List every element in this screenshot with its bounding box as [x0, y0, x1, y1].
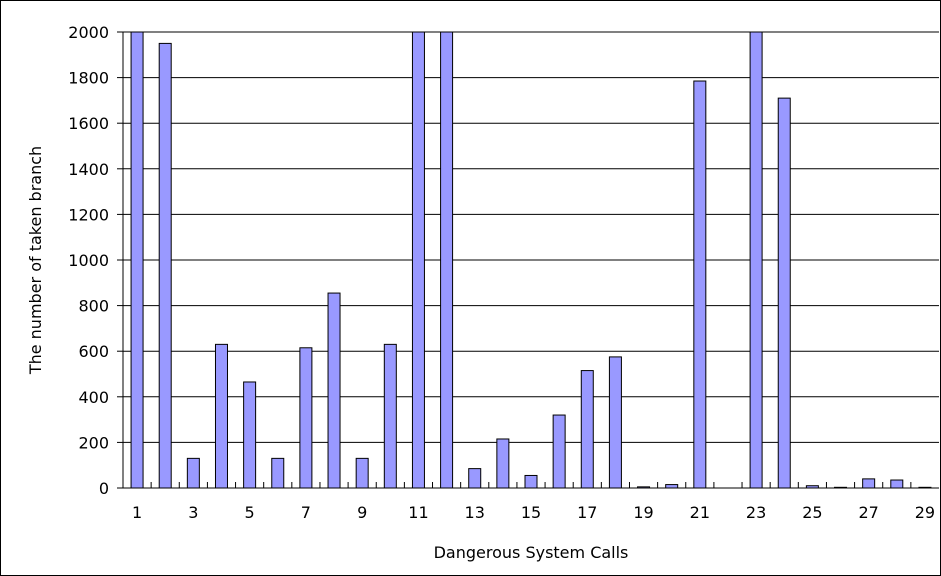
x-tick-label-1: 1: [132, 503, 142, 522]
bar-11: [411, 31, 425, 489]
x-tick-label-11: 11: [408, 503, 428, 522]
y-axis-title: The number of taken branch: [26, 146, 45, 375]
bar-14: [496, 438, 510, 489]
x-tick-label-17: 17: [577, 503, 597, 522]
x-tick-label-23: 23: [746, 503, 766, 522]
bar-12: [440, 31, 454, 489]
x-tick-label-15: 15: [521, 503, 541, 522]
bar-6: [271, 457, 285, 489]
bar-1: [130, 31, 144, 489]
x-axis-title: Dangerous System Calls: [434, 543, 629, 562]
bar-7: [299, 347, 313, 489]
bar-18: [608, 356, 622, 489]
bar-21: [693, 80, 707, 489]
x-tick-label-3: 3: [188, 503, 198, 522]
x-tick-label-7: 7: [301, 503, 311, 522]
bar-24: [777, 97, 791, 489]
x-tick-label-27: 27: [858, 503, 878, 522]
bar-13: [468, 468, 482, 489]
bar-15: [524, 474, 538, 489]
x-tick-label-9: 9: [357, 503, 367, 522]
bar-27: [862, 478, 876, 489]
bar-5: [243, 381, 257, 489]
bar-23: [749, 31, 763, 489]
x-tick-label-19: 19: [633, 503, 653, 522]
bar-20: [665, 484, 679, 489]
x-tick-label-29: 29: [915, 503, 935, 522]
y-tick-label-800: 800: [78, 297, 109, 316]
bar-16: [552, 414, 566, 489]
y-tick-label-200: 200: [78, 433, 109, 452]
bar-3: [186, 457, 200, 489]
y-tick-label-1000: 1000: [68, 251, 109, 270]
bar-9: [355, 457, 369, 489]
x-tick-label-5: 5: [245, 503, 255, 522]
axes: [117, 31, 939, 489]
y-tick-label-400: 400: [78, 388, 109, 407]
bar-28: [890, 479, 904, 489]
bar-8: [327, 292, 341, 489]
x-tick-label-25: 25: [802, 503, 822, 522]
x-tick-label-13: 13: [465, 503, 485, 522]
x-tick-label-21: 21: [690, 503, 710, 522]
bar-17: [580, 370, 594, 489]
y-tick-label-1200: 1200: [68, 205, 109, 224]
bar-10: [383, 343, 397, 489]
y-tick-label-1800: 1800: [68, 69, 109, 88]
y-tick-label-1600: 1600: [68, 114, 109, 133]
bar-4: [214, 343, 228, 489]
y-tick-label-600: 600: [78, 342, 109, 361]
y-tick-label-2000: 2000: [68, 23, 109, 42]
bar-2: [158, 42, 172, 489]
gridlines: [123, 31, 939, 443]
y-tick-label-0: 0: [99, 479, 109, 498]
y-tick-label-1400: 1400: [68, 160, 109, 179]
